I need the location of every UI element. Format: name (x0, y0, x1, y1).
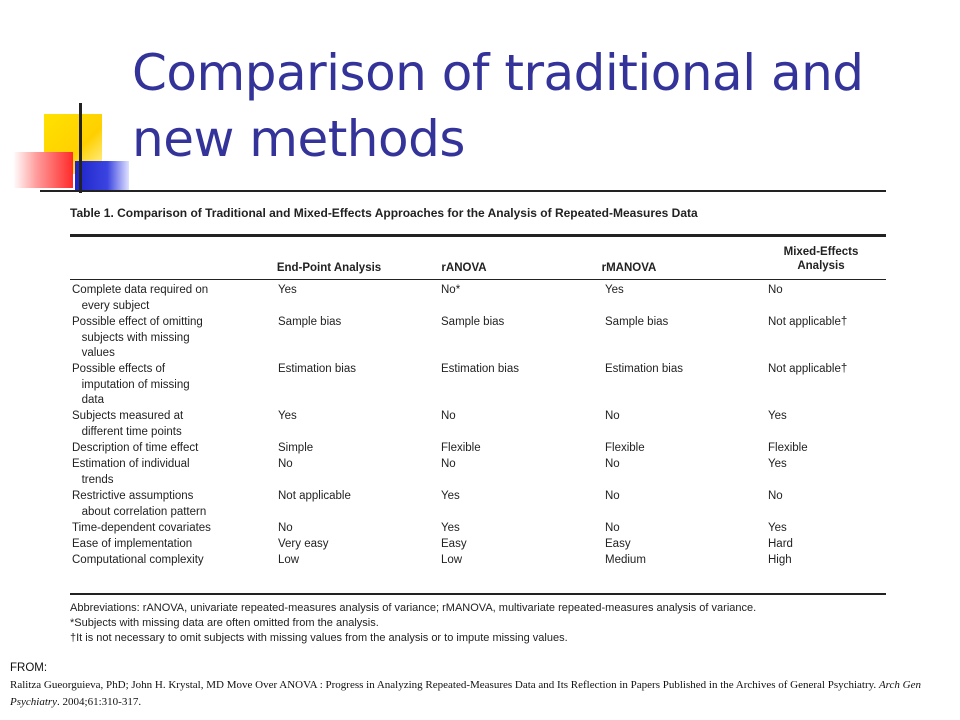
table-cell: Flexible (441, 442, 481, 454)
row-label: Time-dependent covariates (72, 522, 211, 534)
table-cell: Flexible (768, 442, 808, 454)
table-cell: Yes (441, 522, 460, 534)
table-caption: Table 1. Comparison of Traditional and M… (70, 206, 698, 220)
blue-square (75, 161, 129, 191)
table-top-rule (70, 234, 886, 237)
table-cell: Low (278, 554, 300, 566)
table-cell: No* (441, 284, 461, 296)
table-cell: Estimation bias (605, 363, 683, 375)
table-cell: No (768, 490, 783, 502)
table-figure: Table 1. Comparison of Traditional and M… (54, 196, 886, 650)
table-bottom-rule (70, 593, 886, 595)
table-notes: Abbreviations: rANOVA, univariate repeat… (70, 601, 756, 646)
row-label: Subjects measured at different time poin… (72, 410, 184, 438)
row-label: Possible effect of omitting subjects wit… (72, 316, 203, 359)
table-cell: Yes (768, 522, 787, 534)
table-cell: Sample bias (278, 316, 342, 328)
row-label: Complete data required on every subject (72, 284, 209, 312)
table-cell: Flexible (605, 442, 645, 454)
row-label: Possible effects of imputation of missin… (72, 363, 190, 406)
table-cell: Easy (441, 538, 467, 550)
row-label: Ease of implementation (72, 538, 193, 550)
from-label: FROM: (10, 662, 48, 674)
table-cell: Hard (768, 538, 793, 550)
row-label: Computational complexity (72, 554, 204, 566)
table-cell: High (768, 554, 792, 566)
logo-vertical-line (79, 103, 82, 193)
journal-name: Arch Gen Psychiatry (10, 679, 921, 708)
table-cell: Simple (278, 442, 314, 454)
table-cell: Yes (441, 490, 460, 502)
note-abbreviations: Abbreviations: rANOVA, univariate repeat… (70, 602, 757, 614)
red-square (13, 152, 73, 188)
column-header: Mixed-Effects Analysis (783, 246, 859, 272)
table-cell: Easy (605, 538, 631, 550)
table-cell: No (278, 522, 293, 534)
table-cell: Sample bias (441, 316, 505, 328)
table-cell: Sample bias (605, 316, 669, 328)
table-cell: No (441, 458, 456, 470)
source-citation: FROM: Ralitza Gueorguieva, PhD; John H. … (10, 660, 955, 711)
table-cell: No (605, 490, 620, 502)
citation-tail: . 2004;61:310-317. (57, 696, 142, 708)
table-cell: Yes (278, 410, 297, 422)
slide-logo-decoration (0, 0, 140, 200)
table-cell: Yes (768, 458, 787, 470)
table-header-rule (70, 279, 886, 280)
note-asterisk: *Subjects with missing data are often om… (70, 617, 379, 629)
table-cell: Not applicable† (768, 316, 848, 328)
table-cell: No (605, 522, 620, 534)
note-dagger: †It is not necessary to omit subjects wi… (70, 632, 568, 644)
table-cell: Not applicable (278, 490, 351, 502)
table-cell: Yes (768, 410, 787, 422)
table-cell: Very easy (278, 538, 329, 550)
table-cell: No (768, 284, 783, 296)
table-cell: Yes (605, 284, 624, 296)
citation-text: Ralitza Gueorguieva, PhD; John H. Krysta… (10, 679, 879, 691)
row-label: Description of time effect (72, 442, 199, 454)
table-cell: Medium (605, 554, 646, 566)
table-cell: Yes (278, 284, 297, 296)
table-cell: No (605, 458, 620, 470)
table-cell: Estimation bias (278, 363, 356, 375)
column-header: End-Point Analysis (276, 262, 382, 274)
table-cell: Estimation bias (441, 363, 519, 375)
title-underline (40, 190, 886, 192)
row-label: Restrictive assumptions about correlatio… (72, 490, 207, 518)
table-cell: Not applicable† (768, 363, 848, 375)
table-cell: No (441, 410, 456, 422)
row-label: Estimation of individual trends (72, 458, 190, 486)
table-cell: No (605, 410, 620, 422)
column-header: rANOVA (441, 262, 487, 274)
table-cell: No (278, 458, 293, 470)
slide-title: Comparison of traditional and new method… (132, 44, 864, 168)
column-header: rMANOVA (601, 262, 657, 274)
table-cell: Low (441, 554, 463, 566)
